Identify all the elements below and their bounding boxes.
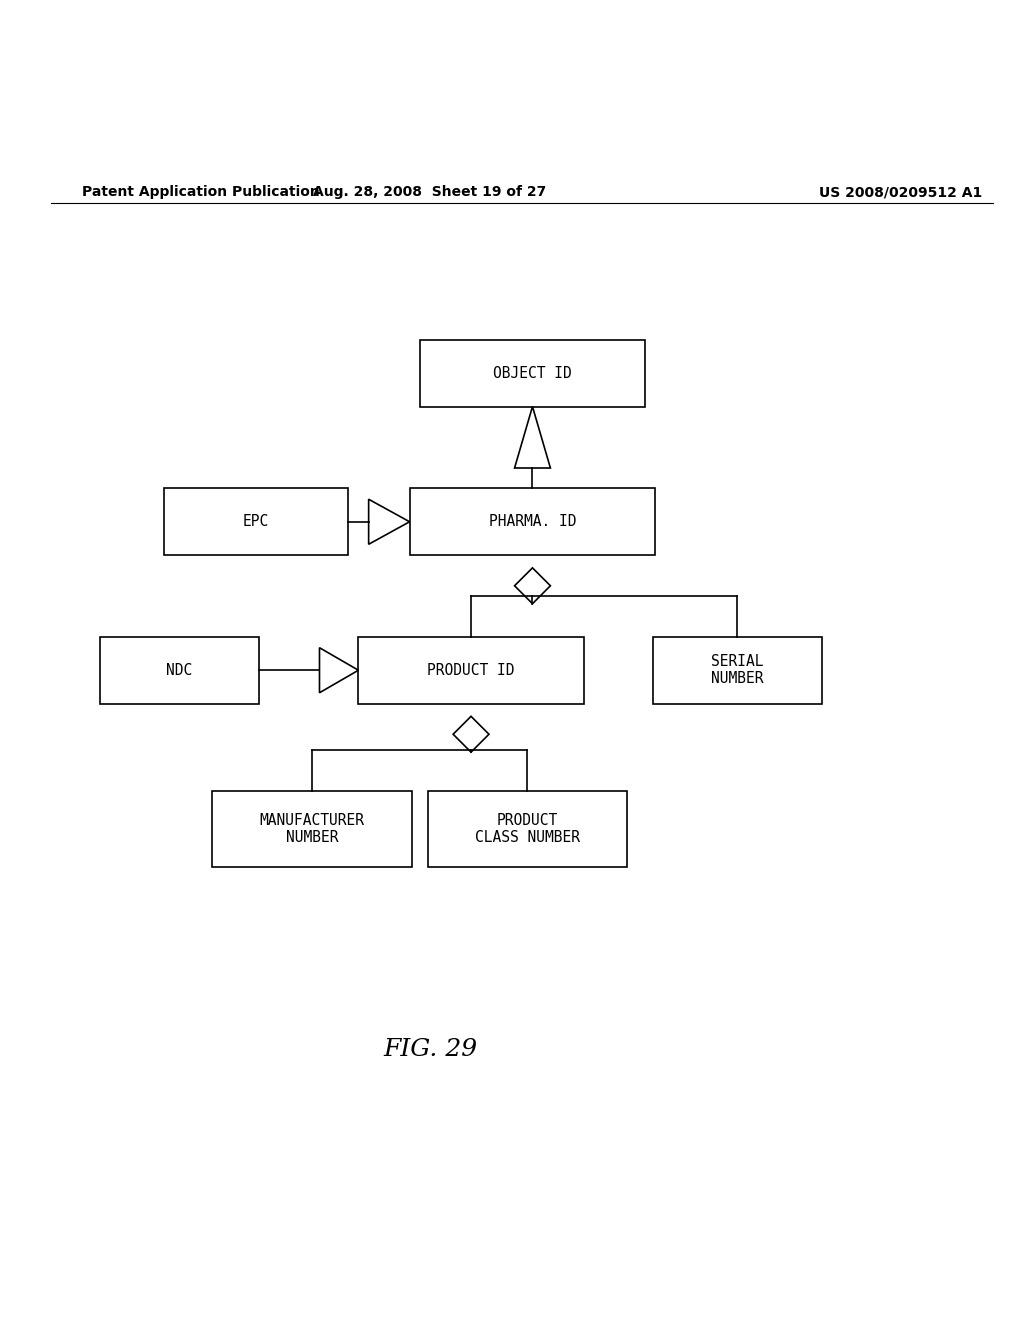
Text: PHARMA. ID: PHARMA. ID	[488, 515, 577, 529]
Text: NDC: NDC	[166, 663, 193, 677]
Text: OBJECT ID: OBJECT ID	[494, 366, 571, 380]
Text: US 2008/0209512 A1: US 2008/0209512 A1	[819, 185, 983, 199]
Text: FIG. 29: FIG. 29	[383, 1038, 477, 1061]
FancyBboxPatch shape	[428, 791, 627, 867]
FancyBboxPatch shape	[164, 488, 348, 554]
FancyBboxPatch shape	[99, 638, 258, 704]
FancyBboxPatch shape	[358, 638, 584, 704]
FancyBboxPatch shape	[420, 341, 645, 407]
Text: SERIAL
NUMBER: SERIAL NUMBER	[711, 653, 764, 686]
Polygon shape	[319, 648, 358, 693]
FancyBboxPatch shape	[653, 638, 821, 704]
FancyBboxPatch shape	[410, 488, 655, 554]
Polygon shape	[453, 717, 489, 752]
Polygon shape	[369, 499, 410, 544]
Text: Aug. 28, 2008  Sheet 19 of 27: Aug. 28, 2008 Sheet 19 of 27	[313, 185, 547, 199]
Text: PRODUCT ID: PRODUCT ID	[427, 663, 515, 677]
Text: EPC: EPC	[243, 515, 269, 529]
Polygon shape	[515, 407, 551, 469]
Text: PRODUCT
CLASS NUMBER: PRODUCT CLASS NUMBER	[475, 813, 580, 845]
Text: Patent Application Publication: Patent Application Publication	[82, 185, 319, 199]
Text: MANUFACTURER
NUMBER: MANUFACTURER NUMBER	[260, 813, 365, 845]
FancyBboxPatch shape	[213, 791, 412, 867]
Polygon shape	[515, 568, 551, 603]
